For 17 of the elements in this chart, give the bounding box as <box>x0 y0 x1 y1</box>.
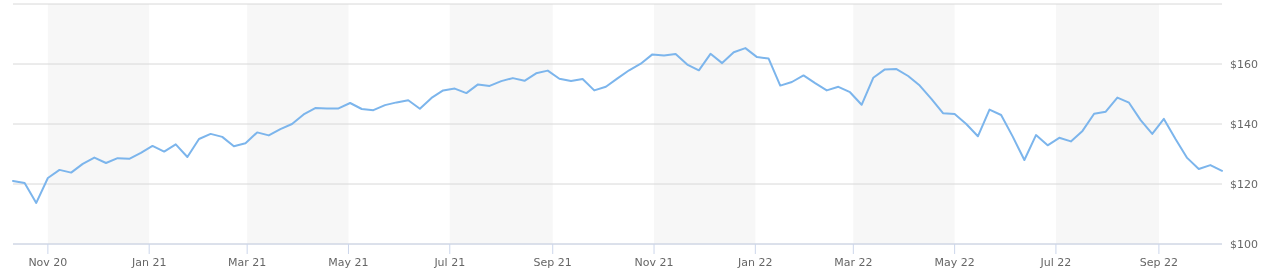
x-tick-label: Mar 22 <box>834 256 873 269</box>
x-tick-label: Sep 21 <box>533 256 572 269</box>
x-tick-label: Jan 22 <box>737 256 773 269</box>
y-tick-label: $160 <box>1230 58 1258 71</box>
line-series <box>12 47 1223 204</box>
x-tick-label: Jul 21 <box>433 256 466 269</box>
x-tick-label: Nov 21 <box>634 256 674 269</box>
y-tick-label: $140 <box>1230 118 1258 131</box>
x-tick-label: Sep 22 <box>1139 256 1179 269</box>
x-tick-label: May 21 <box>328 256 369 269</box>
x-tick-label: Nov 20 <box>28 256 68 269</box>
x-tick-label: Jan 21 <box>130 256 167 269</box>
x-tick-label: Mar 21 <box>228 256 267 269</box>
y-tick-label: $120 <box>1230 178 1258 191</box>
x-tick-label: May 22 <box>934 256 975 269</box>
y-tick-label: $100 <box>1230 238 1258 251</box>
x-tick-label: Jul 22 <box>1039 256 1072 269</box>
